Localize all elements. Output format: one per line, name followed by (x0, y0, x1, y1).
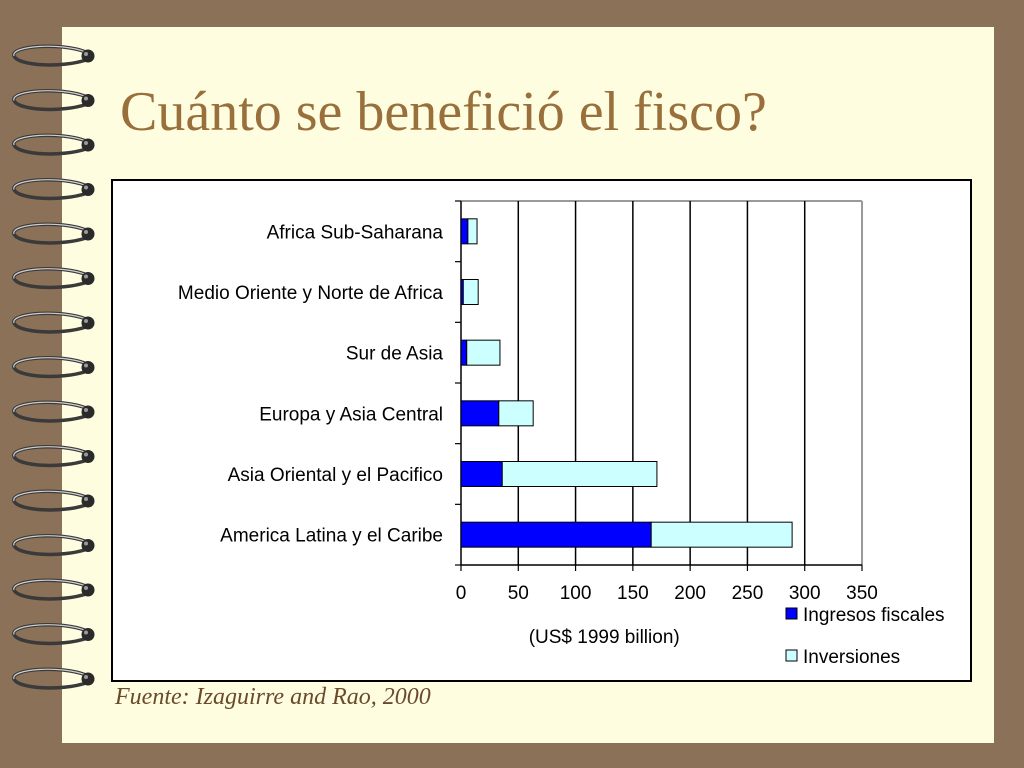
legend: Ingresos fiscales Inversiones (785, 605, 945, 668)
category-label: Sur de Asia (346, 344, 444, 365)
bar-inversiones (498, 400, 534, 427)
bar-inversiones (650, 521, 793, 548)
binding-ring (12, 622, 95, 646)
x-tick-label: 100 (560, 583, 592, 604)
x-tick-label: 250 (732, 583, 764, 604)
binding-ring (12, 489, 95, 512)
x-tick-label: 200 (674, 583, 706, 604)
source-caption: Fuente: Izaguirre and Rao, 2000 (115, 684, 431, 710)
legend-swatch (785, 607, 798, 620)
binding-ring (12, 400, 95, 423)
bar-ingresos-fiscales (460, 400, 500, 427)
spiral-binding (12, 44, 95, 690)
binding-ring (12, 578, 95, 601)
category-label: America Latina y el Caribe (220, 526, 443, 547)
x-tick-label: 150 (617, 583, 649, 604)
binding-ring (12, 311, 95, 334)
category-label: Asia Oriental y el Pacifico (228, 465, 443, 486)
bar-ingresos-fiscales (460, 339, 468, 366)
binding-ring (12, 222, 95, 245)
binding-ring (12, 444, 95, 468)
binding-ring (12, 177, 95, 201)
bar-chart: Africa Sub-Saharana Medio Oriente y Norte… (178, 200, 945, 668)
bar-ingresos-fiscales (460, 218, 469, 245)
chart-frame: Africa Sub-Saharana Medio Oriente y Norte… (111, 179, 972, 682)
binding-ring (12, 44, 95, 67)
legend-label: Ingresos fiscales (803, 605, 945, 626)
binding-ring (12, 533, 95, 557)
category-label: Medio Oriente y Norte de Africa (178, 283, 443, 304)
binding-ring (12, 355, 95, 379)
legend-swatch (785, 649, 798, 662)
x-tick-label: 350 (846, 583, 878, 604)
binding-ring (12, 667, 95, 690)
category-label: Africa Sub-Saharana (267, 222, 444, 243)
bar-inversiones (466, 339, 501, 366)
x-tick-label: 50 (508, 583, 529, 604)
x-tick-label: 300 (789, 583, 821, 604)
binding-ring (12, 266, 95, 290)
bar-inversiones (467, 218, 478, 245)
bar-inversiones (462, 279, 479, 305)
category-label: Europa y Asia Central (259, 404, 443, 425)
binding-ring (12, 88, 95, 112)
bar-inversiones (501, 461, 658, 487)
legend-label: Inversiones (803, 647, 900, 668)
bar-ingresos-fiscales (460, 461, 503, 487)
slide-title: Cuánto se benefició el fisco? (120, 81, 767, 143)
x-axis-title: (US$ 1999 billion) (529, 627, 680, 648)
binding-ring (12, 133, 95, 156)
x-tick-label: 0 (456, 583, 467, 604)
bar-ingresos-fiscales (460, 521, 652, 548)
